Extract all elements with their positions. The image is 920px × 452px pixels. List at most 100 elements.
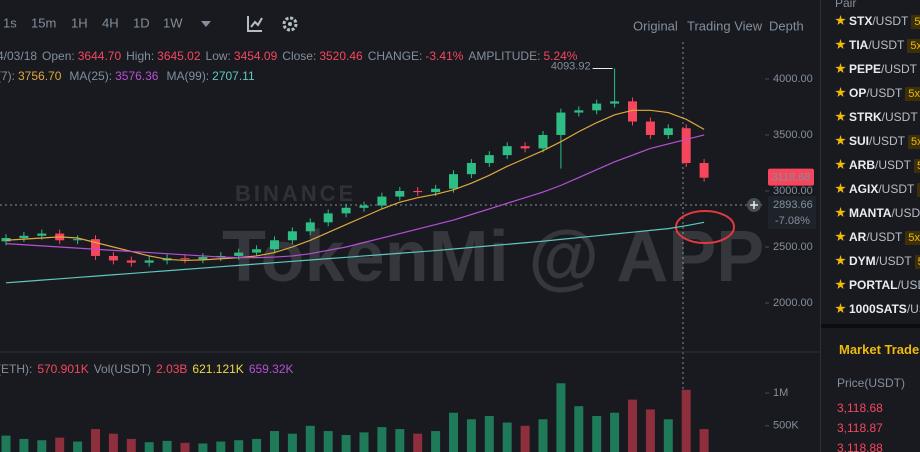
candle-body [431, 188, 441, 193]
field-label: Open: [42, 49, 75, 63]
y-tick-label: 3500.00 [773, 129, 813, 141]
pair-quote: /USDT [878, 182, 915, 196]
leverage-badge: 5x [911, 15, 920, 29]
candle-body [144, 260, 154, 263]
ma-label: MA(25): [69, 69, 112, 83]
candle-body [198, 257, 208, 260]
last-price-tag [768, 168, 814, 186]
volume-bar [592, 416, 602, 452]
pair-quote: /USDT [881, 62, 918, 76]
y-tick-label: 2500.00 [773, 241, 813, 253]
star-icon[interactable] [835, 159, 846, 170]
volume-field: 621.121K [192, 362, 243, 376]
star-icon[interactable] [835, 39, 846, 50]
leverage-badge: 5x [908, 135, 920, 149]
star-icon[interactable] [835, 111, 846, 122]
y-tick-label: 3000.00 [773, 185, 813, 197]
interval-button[interactable]: 4H [102, 15, 119, 30]
volume-bar [610, 412, 620, 452]
trades-title: Market Trades [839, 342, 920, 357]
pair-quote: /USDT [875, 254, 912, 268]
pair-row[interactable]: STRK/USDT [835, 107, 918, 127]
settings-icon[interactable] [282, 16, 298, 32]
star-icon[interactable] [835, 15, 846, 26]
cross-price: 2893.66 [773, 199, 813, 211]
volume-bar [180, 442, 190, 452]
pair-row[interactable]: MANTA/USDT [835, 203, 920, 223]
field-label: Low: [206, 49, 231, 63]
sidebar: PairSTX/USDT5xTIA/USDT5xPEPE/USDT5xOP/US… [820, 0, 920, 452]
add-icon [750, 201, 758, 209]
candle-body [252, 249, 262, 253]
volume-bar [341, 434, 351, 452]
volume-info: (ETH): 570.901K Vol(USDT) 2.03B 621.121K 659.… [0, 362, 294, 376]
volume-bar [305, 425, 315, 452]
pair-base: 1000SATS [849, 302, 907, 316]
volume-bar [323, 431, 333, 452]
ma-line [5, 134, 705, 259]
pair-base: SUI [849, 134, 870, 148]
dropdown-icon[interactable] [201, 21, 211, 27]
candle-body [323, 213, 333, 223]
volume-field: (ETH): [0, 362, 32, 376]
interval-button[interactable]: 15m [31, 15, 56, 30]
star-icon[interactable] [835, 87, 846, 98]
star-icon[interactable] [835, 255, 846, 266]
volume-tick-label: 1M [773, 387, 788, 399]
leverage-badge: 5x [907, 39, 920, 53]
trade-price: 3,118.87 [837, 421, 883, 435]
volume-field: Vol(USDT) [94, 362, 151, 376]
volume-bar [377, 427, 387, 452]
candle-body [19, 235, 29, 239]
star-icon[interactable] [835, 183, 846, 194]
interval-button[interactable]: 1s [3, 15, 17, 30]
leverage-badge: 5x [905, 87, 920, 101]
candle-body [556, 112, 566, 135]
max-label: 4093.92 [551, 60, 591, 72]
star-icon[interactable] [835, 303, 846, 314]
pair-base: AR [849, 230, 867, 244]
star-icon[interactable] [835, 207, 846, 218]
indicator-icon[interactable] [247, 16, 263, 32]
volume-bar [538, 419, 548, 452]
interval-button[interactable]: 1D [133, 15, 150, 30]
volume-bar [216, 441, 226, 452]
candle-body [484, 155, 494, 163]
volume-field: 2.03B [156, 362, 187, 376]
pair-row[interactable]: OP/USDT 5x [835, 83, 920, 103]
candle-body [663, 128, 673, 135]
star-icon[interactable] [835, 231, 846, 242]
field-value: 5.24% [543, 49, 577, 63]
pair-row[interactable]: 1000SATS/USDT [835, 299, 920, 319]
pair-row[interactable]: AR/USDT 5x [835, 227, 920, 247]
candle-body [628, 101, 637, 122]
view-tab[interactable]: Trading View [687, 18, 763, 33]
pair-base: PEPE [849, 62, 882, 76]
price-header: Price(USDT) [837, 376, 905, 390]
watermark-logo: BINANCE [235, 181, 356, 206]
star-icon[interactable] [835, 279, 846, 290]
y-tick-label: 4000.00 [773, 73, 813, 85]
star-icon[interactable] [835, 135, 846, 146]
interval-button[interactable]: 1W [163, 15, 183, 30]
field-value: 3644.70 [78, 49, 122, 63]
section-divider [821, 324, 920, 328]
candle-body [270, 240, 279, 250]
volume-bar [19, 438, 29, 452]
pair-quote: /USDT [866, 86, 903, 100]
pair-quote: /USDT [868, 38, 905, 52]
view-tab[interactable]: Depth [769, 18, 804, 33]
candle-body [610, 101, 620, 104]
interval-button[interactable]: 1H [71, 15, 88, 30]
view-tab[interactable]: Original [633, 18, 678, 33]
volume-bar [413, 433, 423, 452]
star-icon[interactable] [835, 63, 846, 74]
